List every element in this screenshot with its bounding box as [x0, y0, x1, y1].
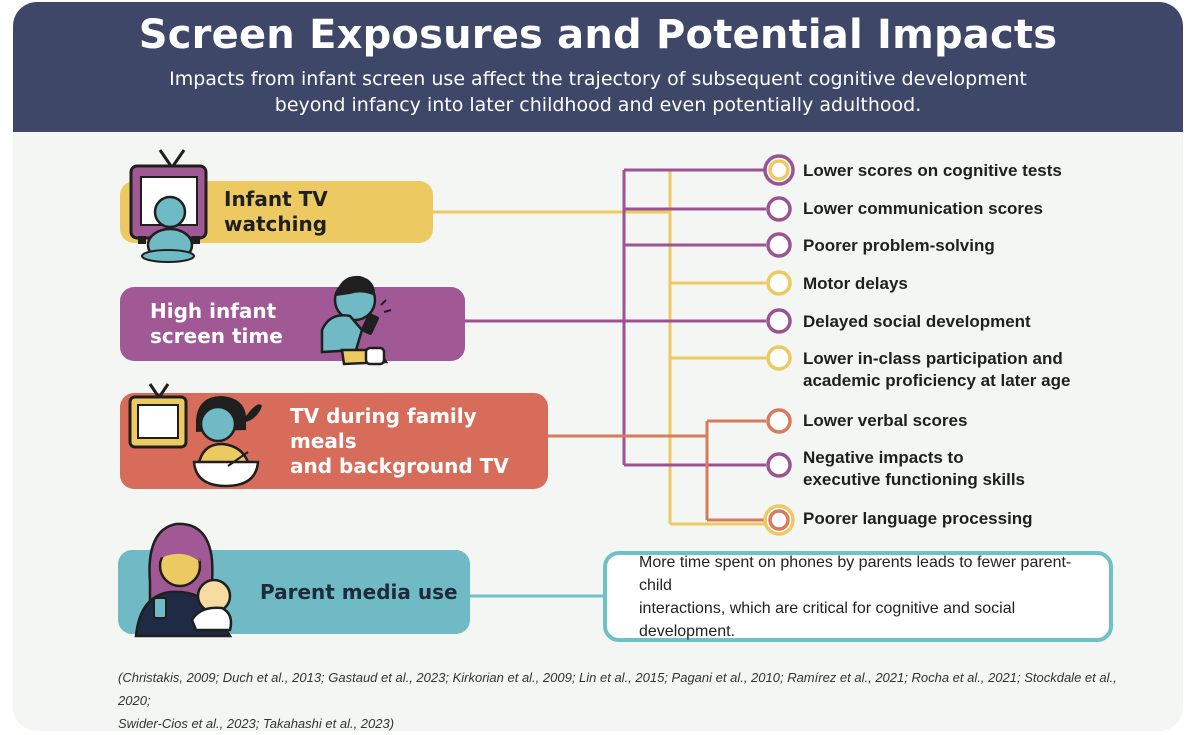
outcome-ring-marker: [766, 308, 792, 334]
outcome-label-line-1: Negative impacts to: [803, 448, 964, 467]
tv-and-girl-eating-icon: [128, 383, 262, 488]
outcome-label: Lower verbal scores: [803, 411, 968, 430]
exposure-high-infant-screen-time: High infant screen time: [120, 287, 465, 361]
outcome-item-executive-functioning: Negative impacts to executive functionin…: [803, 447, 1025, 491]
outcome-label: Poorer language processing: [803, 509, 1033, 528]
outcome-label-line-2: academic proficiency at later age: [803, 371, 1071, 390]
outcome-ring-marker: [766, 196, 792, 222]
outcome-label-line-2: executive functioning skills: [803, 470, 1026, 489]
child-with-phone-icon: [320, 275, 392, 366]
exposure-label-line-1: High infant: [150, 299, 277, 323]
outcome-item-language-processing: Poorer language processing: [803, 508, 1033, 530]
parent-media-note: More time spent on phones by parents lea…: [603, 551, 1113, 642]
subtitle-line-2: beyond infancy into later childhood and …: [274, 94, 922, 116]
exposure-label: Infant TV watching: [224, 187, 328, 236]
references: (Christakis, 2009; Duch et al., 2013; Ga…: [118, 666, 1118, 735]
connector-screen-time: [465, 168, 766, 467]
outcome-ring-marker: [766, 408, 792, 434]
exposure-tv-during-family-meals: TV during family meals and background TV: [120, 393, 548, 489]
note-line-2: interactions, which are critical for cog…: [639, 599, 1016, 640]
outcome-label: Motor delays: [803, 274, 908, 293]
subtitle-line-1: Impacts from infant screen use affect th…: [169, 68, 1027, 90]
exposure-label-line-2: and background TV: [290, 453, 509, 478]
note-line-1: More time spent on phones by parents lea…: [639, 553, 1072, 594]
outcome-label: Lower scores on cognitive tests: [803, 161, 1062, 180]
page-title: Screen Exposures and Potential Impacts: [138, 12, 1058, 58]
outcome-item-social-development: Delayed social development: [803, 311, 1031, 333]
tv-with-baby-icon: [129, 149, 208, 263]
exposure-label-line-2: screen time: [150, 324, 283, 348]
page-subtitle: Impacts from infant screen use affect th…: [13, 66, 1183, 118]
outcome-item-cognitive-tests: Lower scores on cognitive tests: [803, 160, 1062, 182]
exposure-label: Parent media use: [260, 579, 458, 604]
outcome-label: Poorer problem-solving: [803, 236, 995, 255]
outcome-item-verbal-scores: Lower verbal scores: [803, 410, 967, 432]
parent-with-baby-icon: [134, 522, 233, 638]
outcome-label: Delayed social development: [803, 312, 1031, 331]
outcome-ring-marker: [766, 232, 792, 258]
outcome-ring-marker: [763, 504, 795, 536]
references-line-2: Swider-Cios et al., 2023; Takahashi et a…: [118, 716, 395, 731]
outcome-ring-marker: [766, 345, 792, 371]
outcome-item-problem-solving: Poorer problem-solving: [803, 235, 995, 257]
outcome-item-class-participation: Lower in-class participation and academi…: [803, 348, 1070, 392]
outcome-item-motor-delays: Motor delays: [803, 273, 908, 295]
header-banner: Screen Exposures and Potential Impacts I…: [13, 2, 1183, 132]
outcome-ring-marker: [766, 270, 792, 296]
connector-family-meals: [548, 419, 766, 522]
outcome-ring-marker: [763, 154, 795, 186]
outcome-ring-marker: [766, 452, 792, 478]
outcome-item-communication: Lower communication scores: [803, 198, 1043, 220]
outcome-label: Lower communication scores: [803, 199, 1043, 218]
references-line-1: (Christakis, 2009; Duch et al., 2013; Ga…: [118, 670, 1117, 708]
exposure-label-line-1: TV during family meals: [290, 403, 477, 453]
outcome-label-line-1: Lower in-class participation and: [803, 349, 1063, 368]
